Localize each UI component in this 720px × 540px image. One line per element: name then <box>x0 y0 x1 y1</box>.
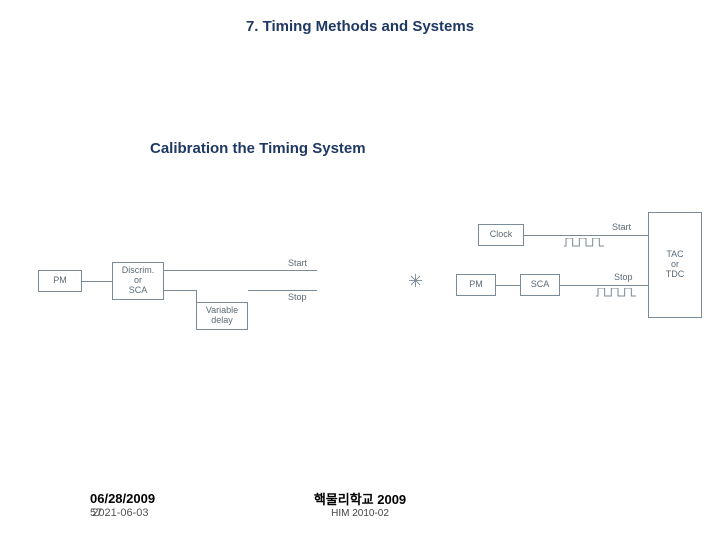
box-clock: Clock <box>478 224 524 246</box>
label-stop1: Stop <box>288 292 307 302</box>
box-pm2: PM <box>456 274 496 296</box>
box-discr: Discrim.orSCA <box>112 262 164 300</box>
box-discr-label: Discrim.orSCA <box>122 266 155 296</box>
box-sca-label: SCA <box>531 280 550 290</box>
slide-title: 7. Timing Methods and Systems <box>0 18 720 35</box>
footer-center-main: 핵물리학교 2009 <box>0 492 720 508</box>
label-start2: Start <box>612 222 631 232</box>
label-start1: Start <box>288 258 307 268</box>
label-stop2: Stop <box>614 272 633 282</box>
box-pm1: PM <box>38 270 82 292</box>
footer-center: 핵물리학교 2009 HIM 2010-02 <box>0 492 720 520</box>
box-delay: Variabledelay <box>196 302 248 330</box>
box-sca: SCA <box>520 274 560 296</box>
box-clock-label: Clock <box>490 230 513 240</box>
section-title: Calibration the Timing System <box>150 140 366 157</box>
box-pm1-label: PM <box>53 276 67 286</box>
timing-diagram: PM Discrim.orSCA Variabledelay Clock PM … <box>0 210 720 360</box>
box-tac-label: TACorTDC <box>666 250 685 280</box>
box-delay-label: Variabledelay <box>206 306 238 326</box>
pulse-train-1 <box>564 238 604 248</box>
box-tac: TACorTDC <box>648 212 702 318</box>
source-icon: ✳ <box>408 271 423 292</box>
pulse-train-2 <box>596 288 636 298</box>
box-pm2-label: PM <box>469 280 483 290</box>
footer-center-sub: HIM 2010-02 <box>0 508 720 520</box>
